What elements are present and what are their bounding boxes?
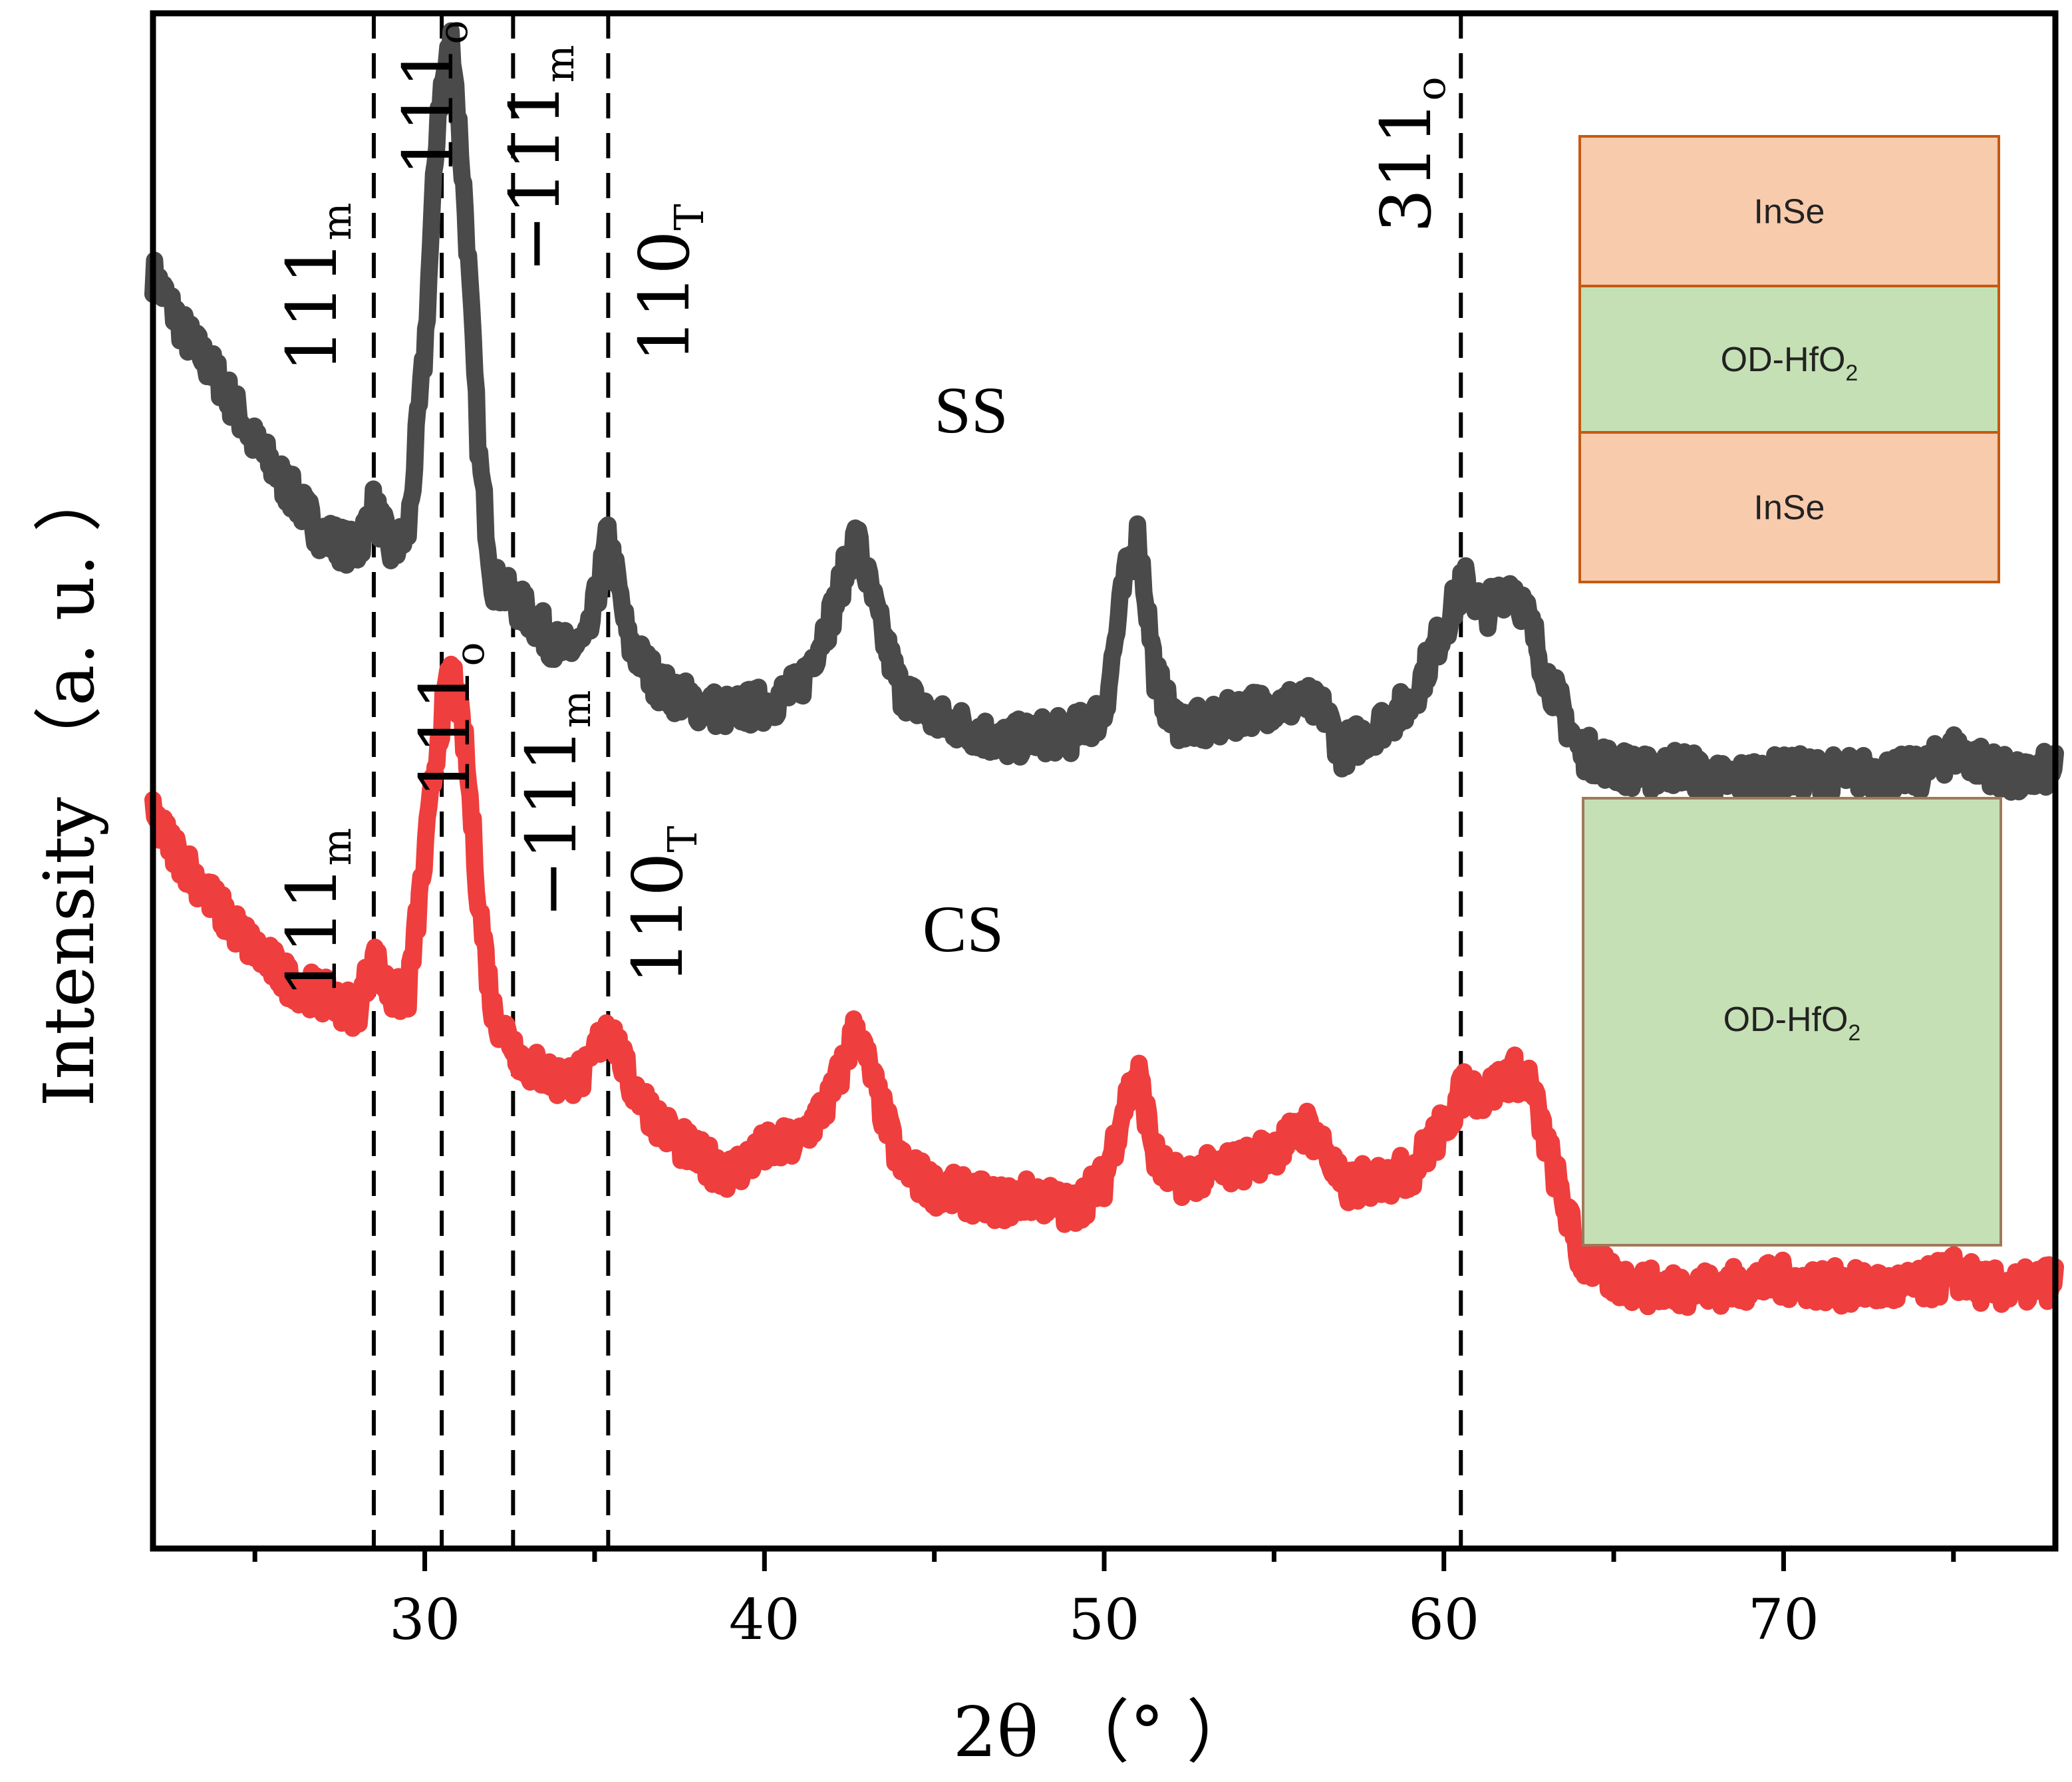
x-tick-label: 30 (389, 1587, 460, 1652)
peak-label-ss-0: 111m (271, 203, 361, 372)
x-axis-ticks: 30 40 50 60 70 (252, 1549, 1956, 1652)
ss-inset-layer-label-1-base: OD-HfO (1721, 341, 1846, 379)
peak-label-ss-4: 311o (1366, 76, 1455, 233)
cs-inset-layer-label-0-sub: 2 (1848, 1020, 1860, 1046)
x-tick-label: 60 (1408, 1587, 1479, 1652)
peak-label-cs-0-base: 111 (271, 865, 353, 998)
x-tick-label: 70 (1748, 1587, 1819, 1652)
peak-label-ss-4-base: 311 (1366, 100, 1447, 233)
cs-inset-layer-0 (1582, 797, 2002, 1247)
series-label-SS: SS (934, 373, 1008, 447)
ss-inset-layer-2 (1578, 431, 2000, 583)
series-line-CS (144, 655, 2064, 1316)
peak-label-cs-1-sub: o (447, 642, 494, 666)
peak-label-cs-2-base: −111 (511, 728, 592, 918)
peak-label-ss-3-sub: T (666, 204, 713, 230)
peak-label-ss-0-sub: m (314, 203, 361, 241)
y-axis-label: Intensity （a. u. ） (29, 463, 110, 1107)
peak-label-ss-2-sub: m (537, 45, 583, 82)
ss-inset-layer-label-1-sub: 2 (1845, 361, 1858, 386)
peak-label-cs-0-sub: m (314, 828, 361, 866)
peak-label-cs-1: 111o (404, 642, 494, 798)
peak-label-cs-1-base: 111 (404, 666, 486, 798)
reference-lines (371, 13, 1463, 1549)
ss-inset-layer-label-0: InSe (1754, 193, 1825, 231)
x-axis-label: 2θ （° ） (953, 1692, 1256, 1773)
peak-label-cs-2-sub: m (553, 690, 600, 728)
series-line-SS (144, 22, 2064, 806)
peak-label-ss-0-base: 111 (271, 240, 353, 372)
ss-inset-layer-label-1: OD-HfO2 (1721, 341, 1858, 386)
ss-inset-layer-1 (1578, 285, 2000, 434)
x-tick-label: 40 (729, 1587, 800, 1652)
peak-label-ss-1-sub: o (430, 20, 477, 44)
ss-inset-layer-label-2: InSe (1754, 489, 1825, 527)
peak-label-cs-3: 110T (617, 825, 706, 984)
ss-inset-layer-label-2-base: InSe (1754, 489, 1825, 527)
peak-label-ss-3: 110T (624, 204, 713, 363)
x-tick-label: 50 (1069, 1587, 1140, 1652)
series-labels: SS CS (923, 373, 1008, 966)
peak-label-cs-2: −111m (511, 690, 600, 918)
series-label-CS: CS (923, 892, 1004, 966)
peak-label-ss-1: 111o (388, 20, 477, 176)
peak-label-ss-4-sub: o (1408, 76, 1455, 100)
peak-label-ss-2-base: −111 (494, 82, 575, 273)
cs-inset-layer-label-0: OD-HfO2 (1723, 1000, 1861, 1046)
peak-label-cs-3-base: 110 (617, 852, 698, 984)
peak-label-cs-0: 111m (271, 828, 361, 998)
ss-inset-layer-label-0-base: InSe (1754, 193, 1825, 231)
peak-label-ss-2: −111m (494, 45, 583, 273)
series-layer (144, 22, 2064, 1316)
peak-label-ss-3-base: 110 (624, 230, 705, 363)
peak-label-ss-1-base: 111 (388, 44, 469, 176)
cs-inset-layer-label-0-base: OD-HfO (1723, 1000, 1849, 1039)
peak-label-cs-3-sub: T (660, 825, 706, 852)
